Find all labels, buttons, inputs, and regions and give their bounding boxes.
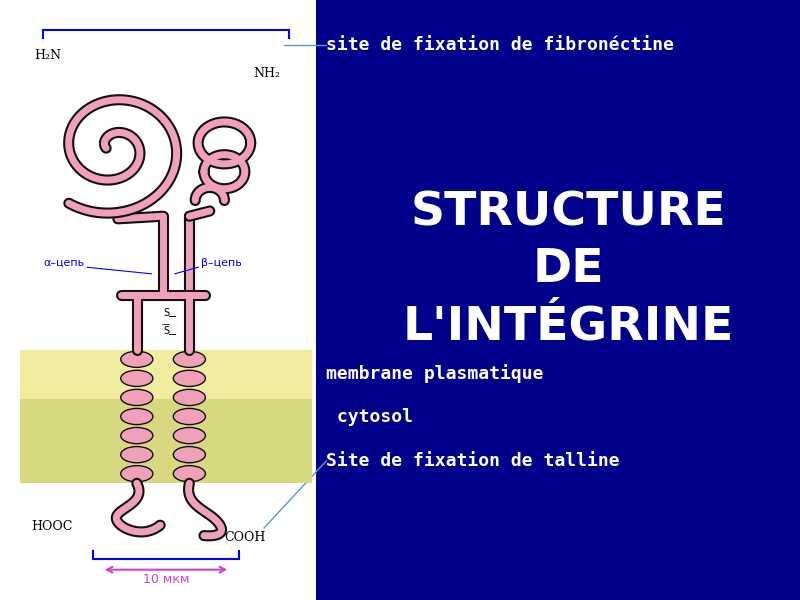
Ellipse shape xyxy=(121,427,153,443)
Text: cytosol: cytosol xyxy=(326,408,414,426)
Text: —: — xyxy=(162,320,170,329)
Ellipse shape xyxy=(174,389,206,406)
Ellipse shape xyxy=(121,370,153,386)
Bar xyxy=(0,0,316,600)
Ellipse shape xyxy=(121,466,153,482)
Ellipse shape xyxy=(121,409,153,425)
Bar xyxy=(20,400,312,483)
Text: NH₂: NH₂ xyxy=(254,67,281,80)
Text: site de fixation de fibronéctine: site de fixation de fibronéctine xyxy=(326,36,674,54)
Text: α–цепь: α–цепь xyxy=(43,258,85,268)
Text: S: S xyxy=(163,308,169,318)
Ellipse shape xyxy=(174,427,206,443)
Ellipse shape xyxy=(174,466,206,482)
Text: β–цепь: β–цепь xyxy=(201,258,242,268)
Bar xyxy=(20,350,312,400)
Text: 10 мкм: 10 мкм xyxy=(142,573,190,586)
Ellipse shape xyxy=(121,351,153,367)
Text: COOH: COOH xyxy=(224,531,266,544)
Text: STRUCTURE: STRUCTURE xyxy=(410,191,726,235)
Text: Site de fixation de talline: Site de fixation de talline xyxy=(326,452,620,470)
Text: HOOC: HOOC xyxy=(32,520,73,533)
Text: DE: DE xyxy=(532,247,604,292)
Ellipse shape xyxy=(174,409,206,425)
Text: L'INTÉGRINE: L'INTÉGRINE xyxy=(402,304,734,349)
Ellipse shape xyxy=(174,351,206,367)
Text: H₂N: H₂N xyxy=(34,49,62,62)
Ellipse shape xyxy=(174,446,206,463)
Text: membrane plasmatique: membrane plasmatique xyxy=(326,364,544,383)
Ellipse shape xyxy=(121,446,153,463)
Text: S: S xyxy=(163,326,169,336)
Ellipse shape xyxy=(121,389,153,406)
Ellipse shape xyxy=(174,370,206,386)
